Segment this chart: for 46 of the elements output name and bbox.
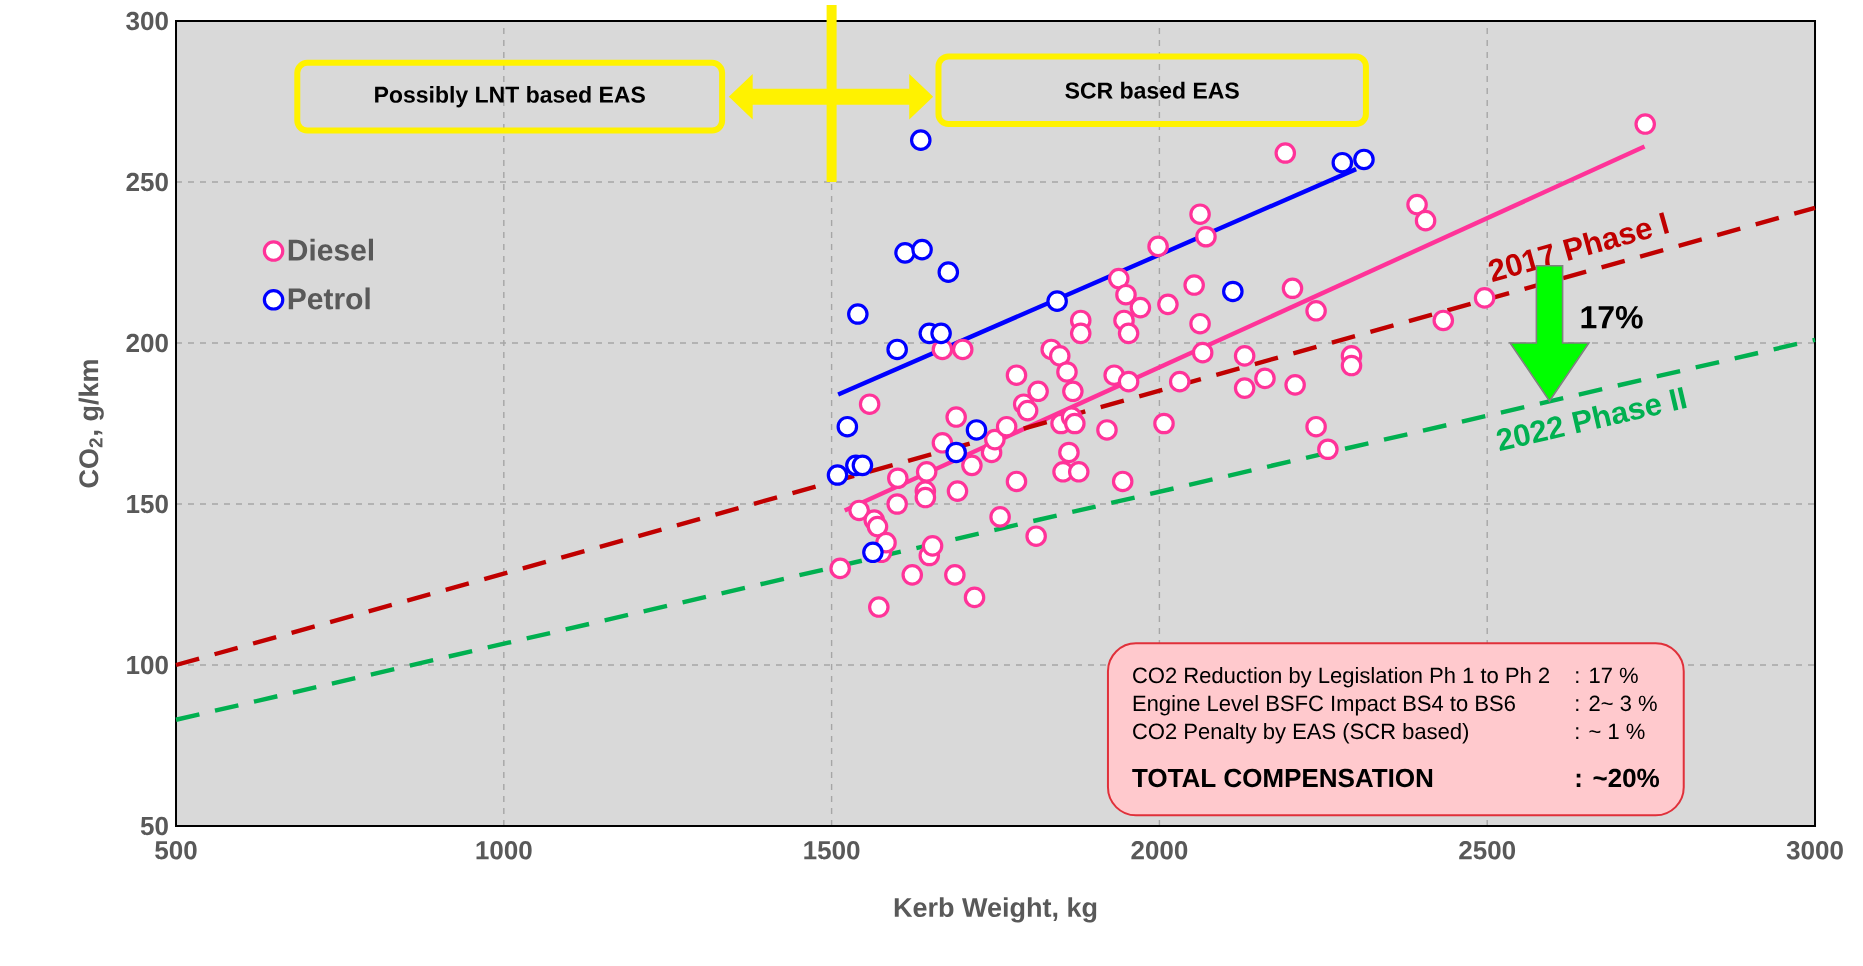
- y-tick-label: 200: [126, 333, 168, 353]
- point: [909, 129, 932, 151]
- point: [937, 261, 960, 283]
- annotation: TOTAL COMPENSATION: [1132, 768, 1433, 788]
- legend-label: Diesel: [288, 238, 374, 261]
- point: [1046, 290, 1068, 312]
- x-tick-label: 2500: [1459, 841, 1516, 860]
- annotation: 17%: [1581, 305, 1643, 329]
- point: [886, 338, 908, 361]
- text: 2017 Phase I: [1488, 212, 1670, 282]
- point: [826, 464, 849, 486]
- y-tick-label: 300: [126, 11, 168, 31]
- text: 2022 Phase II: [1496, 387, 1687, 452]
- annotation: Engine Level BSFC Impact BS4 to BS6: [1133, 695, 1515, 716]
- y-axis-title: CO$_{2}$, g/km: [78, 360, 104, 488]
- point: [836, 415, 859, 438]
- point: [945, 441, 967, 464]
- point: [851, 454, 874, 477]
- point: [965, 419, 988, 441]
- x-tick-label: 1000: [476, 841, 532, 860]
- annotation: : 2~ 3 %: [1576, 695, 1657, 712]
- point: [1222, 280, 1244, 303]
- x-tick-label: 3000: [1786, 841, 1843, 860]
- annotation: : ~20%: [1576, 768, 1660, 788]
- annotation: CO2 Reduction by Legislation Ph 1 to Ph 2: [1133, 667, 1550, 688]
- point: [1353, 148, 1375, 171]
- y-tick-label: 50: [140, 816, 168, 836]
- annotation: CO2 Penalty by EAS (SCR based): [1133, 723, 1469, 744]
- point: [911, 238, 933, 261]
- point: [1331, 151, 1354, 174]
- x-tick-label: 2000: [1131, 841, 1188, 860]
- point: [862, 541, 884, 564]
- y-tick-label: 100: [127, 655, 168, 675]
- y-tick-label: 250: [126, 172, 168, 192]
- annotation: : 17 %: [1576, 667, 1638, 684]
- x-tick-label: 1500: [804, 841, 860, 860]
- legend-label: Petrol: [288, 287, 370, 310]
- annotation: Possibly LNT based EAS: [375, 85, 645, 108]
- point: [894, 242, 916, 264]
- annotation: SCR based EAS: [1065, 81, 1239, 99]
- y-tick-label: 150: [127, 494, 168, 514]
- annotation: : ~ 1 %: [1576, 723, 1645, 740]
- point: [847, 303, 869, 325]
- point: [930, 322, 952, 345]
- x-tick-label: 500: [155, 841, 197, 860]
- x-axis-title: Kerb Weight, kg: [894, 897, 1097, 923]
